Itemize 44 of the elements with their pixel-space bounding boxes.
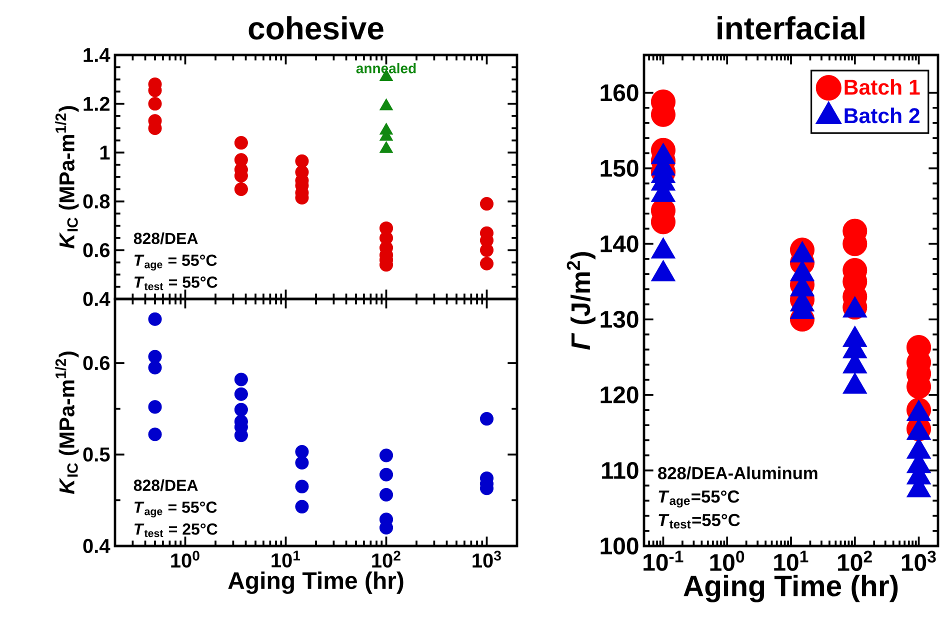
y-tick-label: 100	[600, 537, 638, 554]
annotation: 828/DEA	[134, 232, 198, 244]
x-tick-label: 10$^{0}$	[171, 550, 200, 568]
y-tick-label: 0.5	[83, 447, 110, 462]
y-tick-label: 140	[600, 235, 638, 252]
y-tick-label: 0.6	[83, 243, 110, 258]
annotation: T$_{age}$ = 55°C	[134, 254, 217, 270]
annotation: T$_{age}$=55°C	[658, 490, 740, 508]
chart-title: interfacial	[718, 16, 864, 40]
y-tick-label: 120	[600, 386, 638, 404]
x-tick-label: 10$^{2}$	[372, 550, 400, 568]
x-tick-label: 10$^{1}$	[774, 550, 808, 571]
series-label: annealed	[356, 63, 416, 74]
annotation: T$_{test}$ = 55°C	[134, 276, 218, 290]
y-axis-title: K$_{IC}$ (MPa-m$^{1/2}$)	[55, 352, 79, 494]
x-tick-label: 10$^{3}$	[902, 550, 936, 572]
y-tick-label: 0.4	[83, 292, 110, 306]
y-tick-label: 1.2	[84, 96, 110, 111]
x-tick-label: 10$^{1}$	[272, 550, 300, 568]
x-tick-label: 10$^{2}$	[838, 550, 872, 572]
x-tick-label: 10$^{-1}$	[644, 550, 684, 571]
x-axis-title: Aging Time (hr)	[228, 571, 404, 594]
x-tick-label: 10$^{3}$	[472, 550, 501, 568]
y-tick-label: 1	[100, 146, 110, 160]
annotation: T$_{age}$ = 55°C	[134, 502, 217, 518]
annotation: 828/DEA-Aluminum	[658, 466, 818, 480]
y-axis-title: K$_{IC}$ (MPa-m$^{1/2}$)	[55, 106, 79, 249]
y-tick-label: 160	[600, 84, 638, 102]
x-axis-title: Aging Time (hr)	[684, 574, 898, 602]
legend-label: Batch 1	[844, 79, 920, 95]
annotation: T$_{test}$=55°C	[658, 514, 740, 529]
y-tick-label: 130	[600, 310, 638, 328]
y-tick-label: 1.4	[84, 48, 110, 62]
y-tick-label: 150	[600, 160, 638, 177]
legend-label: Batch 2	[844, 108, 920, 124]
y-tick-label: 0.4	[83, 538, 110, 554]
y-tick-label: 0.6	[83, 356, 110, 370]
y-axis-title: Γ (J/m$^{2}$)	[566, 252, 596, 350]
y-tick-label: 0.8	[83, 194, 110, 208]
annotation: T$_{test}$ = 25°C	[134, 523, 218, 538]
annotation: 828/DEA	[134, 479, 198, 492]
x-tick-label: 10$^{0}$	[710, 550, 744, 572]
chart-title: cohesive	[248, 16, 384, 40]
y-tick-label: 110	[602, 462, 638, 479]
